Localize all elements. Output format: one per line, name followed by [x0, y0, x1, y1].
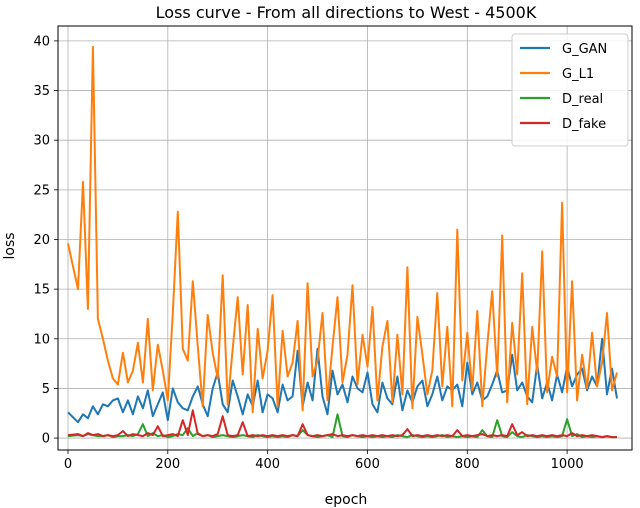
legend: G_GAN G_L1 D_real D_fake	[511, 33, 629, 147]
legend-entry: D_real	[562, 92, 603, 107]
legend-box	[511, 33, 629, 147]
y-tick-label: 5	[42, 382, 50, 397]
x-tick-label: 200	[155, 457, 180, 472]
y-tick-label: 25	[33, 183, 50, 198]
axes-frame	[57, 25, 633, 451]
y-tick-label: 10	[33, 332, 50, 347]
y-tick-label: 15	[33, 283, 50, 298]
x-tick-label: 0	[64, 457, 72, 472]
x-tick-label: 1000	[551, 457, 584, 472]
x-axis-label: epoch	[325, 492, 368, 508]
series-lines	[67, 45, 618, 439]
y-tick-label: 0	[42, 432, 50, 447]
y-tick-label: 35	[33, 84, 50, 99]
y-tick-label: 40	[33, 34, 50, 49]
chart-title: Loss curve - From all directions to West…	[156, 3, 537, 22]
plot-frame	[57, 25, 633, 451]
y-tick-label: 20	[33, 233, 50, 248]
series-line-d-fake	[67, 409, 617, 439]
y-axis: 0 5 10 15 20 25 30 35 40	[33, 34, 58, 447]
x-tick-label: 600	[355, 457, 380, 472]
x-tick-label: 400	[255, 457, 280, 472]
legend-entry: D_fake	[562, 117, 606, 132]
series-line-g-l1	[67, 45, 618, 414]
y-tick-label: 30	[33, 134, 50, 149]
legend-entry: G_L1	[562, 67, 594, 82]
legend-entry: G_GAN	[562, 42, 607, 57]
x-tick-label: 800	[455, 457, 480, 472]
y-axis-label: loss	[2, 232, 18, 259]
x-axis: 0 200 400 600 800 1000	[64, 450, 584, 472]
